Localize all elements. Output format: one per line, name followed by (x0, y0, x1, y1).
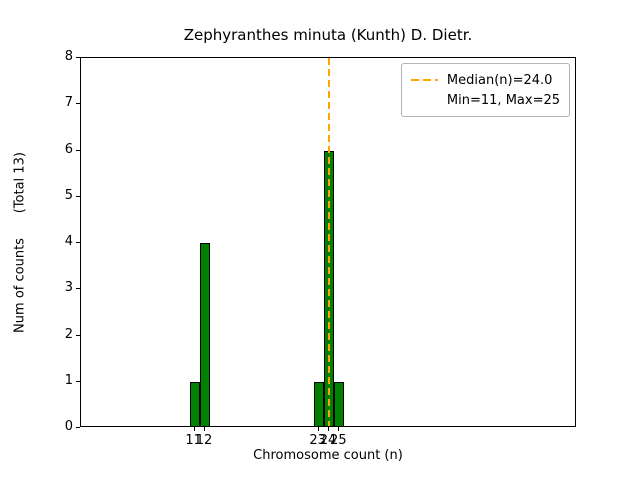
legend: Median(n)=24.0 Min=11, Max=25 (400, 63, 570, 117)
y-tick-mark (76, 288, 80, 289)
x-axis-label: Chromosome count (n) (253, 448, 403, 463)
y-tick-label: 3 (64, 280, 73, 296)
x-tick-mark (328, 427, 329, 431)
x-tick-label: 24 (319, 433, 337, 448)
x-tick-mark (204, 427, 205, 431)
legend-sample-empty (411, 99, 438, 101)
y-tick-label: 0 (64, 419, 73, 434)
bar-12 (199, 243, 211, 426)
legend-label-minmax: Min=11, Max=25 (446, 92, 560, 108)
y-tick-mark (76, 427, 80, 428)
chart-title: Zephyranthes minuta (Kunth) D. Dietr. (183, 26, 473, 44)
x-tick-label: 25 (330, 433, 347, 448)
x-tick-label: 23 (309, 433, 326, 448)
y-tick-mark (76, 381, 80, 382)
y-tick-mark (76, 335, 80, 336)
y-tick-label: 4 (64, 234, 73, 249)
bar-25 (334, 381, 345, 426)
y-tick-label: 1 (64, 372, 73, 388)
y-tick-label: 7 (64, 95, 73, 111)
y-axis-label: Num of counts (Total 13) (12, 152, 28, 333)
y-tick-label: 5 (64, 187, 73, 203)
y-tick-mark (76, 242, 80, 243)
y-tick-mark (76, 57, 80, 58)
y-tick-mark (76, 196, 80, 197)
median-dashed-line-sample (410, 79, 438, 81)
median-line (328, 58, 330, 426)
bar-23 (313, 381, 324, 426)
bar-11 (189, 381, 200, 426)
y-tick-mark (76, 103, 80, 104)
x-tick-mark (338, 427, 339, 431)
x-tick-mark (318, 427, 319, 431)
y-tick-mark (76, 150, 80, 151)
legend-label-median: Median(n)=24.0 (446, 72, 553, 88)
x-tick-label: 11 (185, 433, 202, 448)
legend-entry-median: Median(n)=24.0 (410, 70, 560, 90)
x-tick-mark (194, 427, 195, 431)
legend-entry-minmax: Min=11, Max=25 (411, 90, 560, 110)
x-tick-label: 12 (195, 433, 213, 448)
y-tick-label: 2 (64, 326, 73, 342)
y-tick-label: 8 (64, 49, 73, 64)
plot-area (80, 57, 576, 427)
y-tick-label: 6 (64, 141, 73, 157)
